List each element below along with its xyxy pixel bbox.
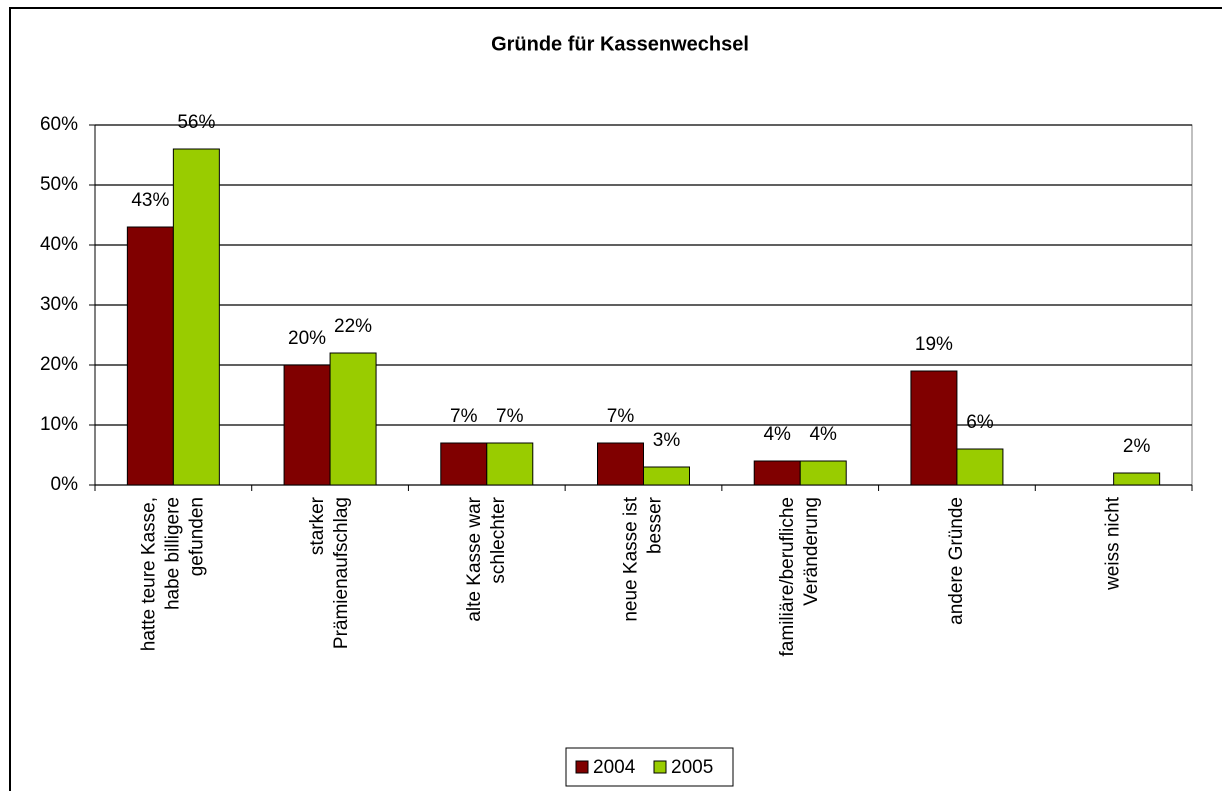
- x-tick-label: andere Gründe: [946, 497, 967, 625]
- legend-label: 2004: [593, 757, 636, 778]
- data-label: 4%: [809, 424, 837, 445]
- bar: [440, 442, 488, 486]
- data-label: 3%: [653, 430, 681, 451]
- legend-swatch: [575, 760, 589, 774]
- x-tick-label: neue Kasse ist: [621, 496, 642, 621]
- y-tick-label: 20%: [40, 354, 78, 375]
- data-label: 7%: [450, 406, 478, 427]
- chart-title: Gründe für Kassenwechsel: [491, 33, 749, 55]
- bar: [329, 352, 377, 486]
- y-tick-label: 40%: [40, 234, 78, 255]
- y-tick-label: 60%: [40, 114, 78, 135]
- legend-label: 2005: [671, 757, 713, 778]
- x-tick-label: gefunden: [186, 497, 207, 576]
- data-label: 7%: [496, 406, 524, 427]
- x-tick-label: familiäre/berufliche: [777, 497, 798, 656]
- bar: [910, 370, 958, 486]
- data-label: 4%: [763, 424, 791, 445]
- bar: [799, 460, 847, 486]
- legend-swatch: [653, 760, 667, 774]
- data-label: 19%: [915, 334, 953, 355]
- legend-box: [565, 747, 734, 787]
- bar: [597, 442, 644, 486]
- data-label: 7%: [607, 406, 635, 427]
- bar: [486, 442, 534, 486]
- x-tick-label: schlechter: [488, 496, 509, 583]
- y-tick-label: 30%: [40, 294, 78, 315]
- y-tick-label: 10%: [40, 414, 78, 435]
- x-tick-label: habe billigere: [162, 497, 183, 610]
- x-tick-label: besser: [645, 496, 666, 554]
- data-label: 6%: [966, 412, 994, 433]
- x-tick-label: Prämienaufschlag: [331, 497, 352, 649]
- x-tick-label: weiss nicht: [1103, 496, 1124, 591]
- bar: [956, 448, 1004, 486]
- x-tick-label: hatte teure Kasse,: [138, 497, 159, 651]
- data-label: 43%: [131, 190, 169, 211]
- y-tick-label: 0%: [51, 474, 79, 495]
- bar: [126, 226, 174, 486]
- bar: [283, 364, 331, 486]
- x-tick-label: alte Kasse war: [464, 496, 485, 621]
- data-label: 2%: [1123, 436, 1151, 457]
- y-tick-label: 50%: [40, 174, 78, 195]
- bar: [172, 148, 220, 486]
- x-tick-label: starker: [307, 496, 328, 555]
- x-tick-label: Veränderung: [801, 497, 822, 606]
- data-label: 22%: [334, 316, 372, 337]
- bar: [643, 466, 690, 486]
- data-label: 56%: [177, 112, 215, 133]
- bar: [753, 460, 801, 486]
- data-label: 20%: [288, 328, 326, 349]
- bar: [1113, 472, 1161, 486]
